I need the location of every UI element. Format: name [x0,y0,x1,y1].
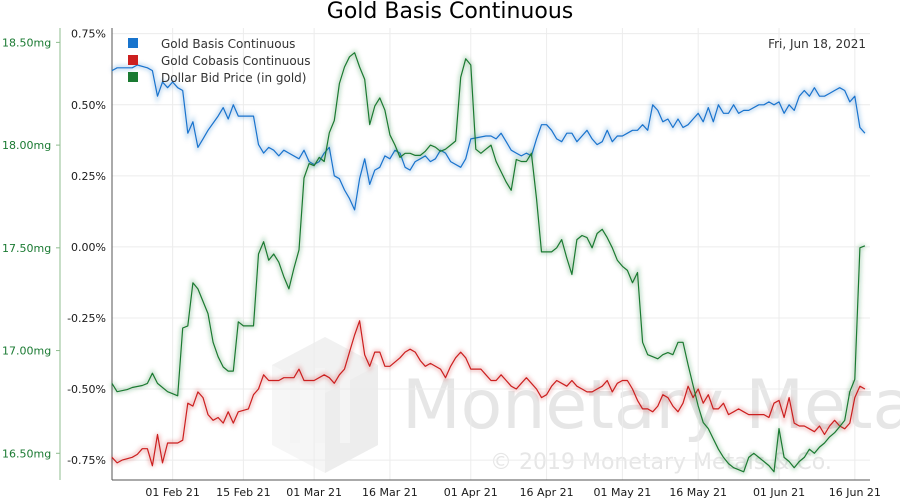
legend-label-gold-cobasis: Gold Cobasis Continuous [161,54,311,68]
y-left-tick-label: 18.00mg [2,139,51,152]
y-left-tick-label: 18.50mg [2,36,51,49]
y-left-tick-label: 16.50mg [2,447,51,460]
date-label: Fri, Jun 18, 2021 [768,37,866,51]
y-left-tick-label: 17.00mg [2,345,51,358]
y-right-tick-label: 0.50% [71,99,106,112]
x-tick-label: 16 May 21 [669,486,727,499]
chart-title: Gold Basis Continuous [327,0,573,24]
series-layer [110,49,867,477]
x-tick-label: 15 Feb 21 [216,486,270,499]
y-right-tick-label: 0.25% [71,170,106,183]
y-left-tick-label: 17.50mg [2,242,51,255]
x-tick-label: 01 May 21 [594,486,652,499]
x-tick-label: 16 Apr 21 [520,486,574,499]
x-tick-label: 16 Jun 21 [829,486,881,499]
series-line-gold-cobasis [111,320,866,467]
watermark-copyright: © 2019 Monetary Metals & Co. [490,450,832,475]
watermark-brand: Monetary Metals [402,366,900,445]
watermark-logo-icon [272,337,378,473]
y-right-tick-label: -0.25% [67,312,106,325]
legend-swatch-gold-basis [128,38,138,48]
legend-label-dollar-bid-price: Dollar Bid Price (in gold) [161,71,306,85]
legend-label-gold-basis: Gold Basis Continuous [161,37,295,51]
legend: Gold Basis Continuous Gold Cobasis Conti… [128,37,311,85]
x-tick-label: 01 Apr 21 [444,486,498,499]
series-line-dollar-bid-price [111,52,866,473]
legend-item-dollar-bid-price: Dollar Bid Price (in gold) [128,71,306,85]
y-right-tick-label: 0.00% [71,241,106,254]
y-right-tick-label: -0.50% [67,383,106,396]
series-glow-gold-basis [111,62,867,217]
x-tick-label: 16 Mar 21 [362,486,418,499]
legend-item-gold-basis: Gold Basis Continuous [128,37,295,51]
x-tick-label: 01 Feb 21 [145,486,199,499]
legend-swatch-dollar-bid-price [128,72,138,82]
ticks: 01 Feb 21 15 Feb 21 01 Mar 21 16 Mar 21 01 A… [2,28,881,499]
legend-swatch-gold-cobasis [128,55,138,65]
x-tick-label: 01 Jun 21 [753,486,805,499]
series-line-gold-basis [111,64,866,211]
x-tick-label: 01 Mar 21 [286,486,342,499]
y-right-tick-label: -0.75% [67,454,106,467]
y-right-tick-label: 0.75% [71,28,106,41]
legend-item-gold-cobasis: Gold Cobasis Continuous [128,54,311,68]
